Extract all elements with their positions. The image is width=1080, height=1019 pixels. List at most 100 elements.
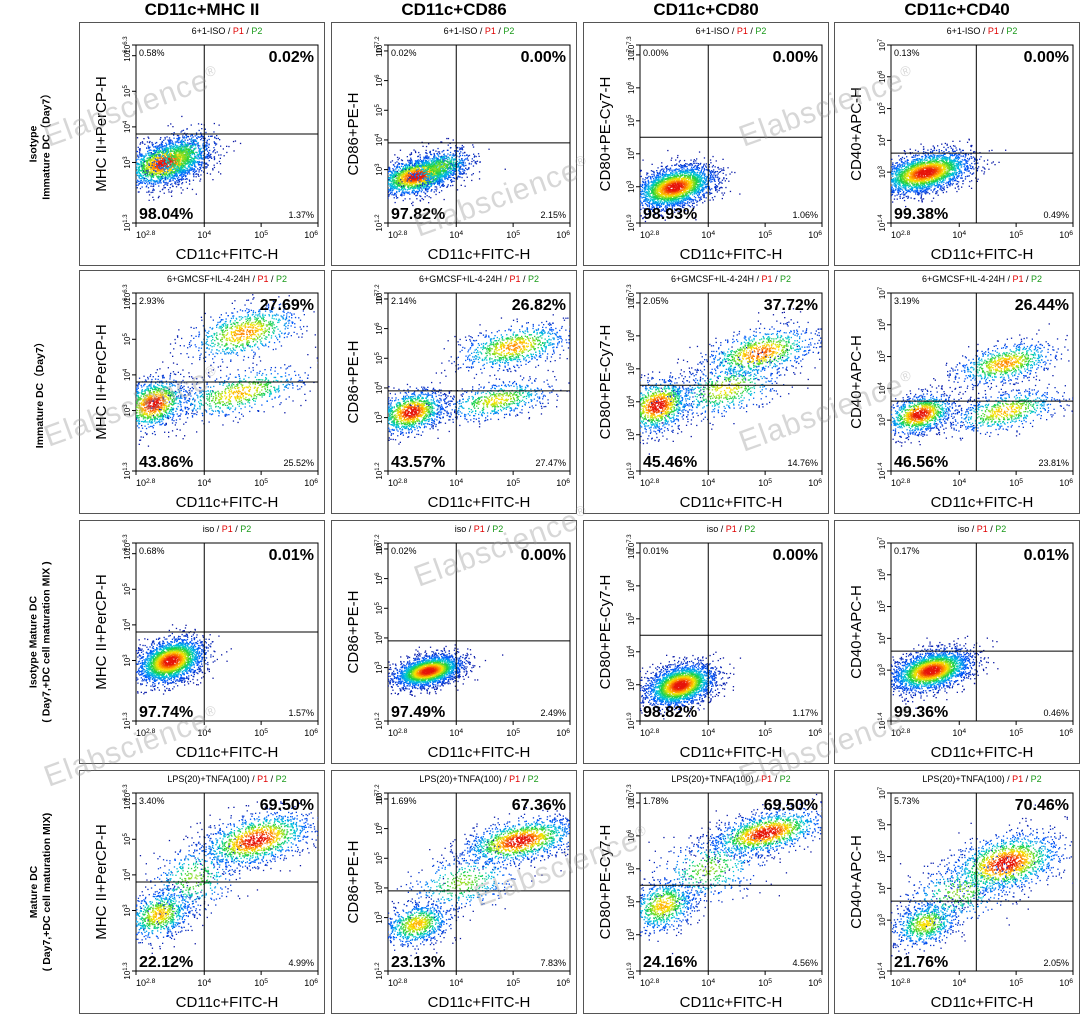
event-dot xyxy=(212,179,213,180)
event-dot xyxy=(360,183,361,184)
event-dot xyxy=(194,160,195,161)
event-dot xyxy=(426,160,427,161)
event-dot xyxy=(433,150,434,151)
event-dot xyxy=(142,155,143,156)
event-dot xyxy=(128,176,129,177)
quadrant-lower-left: 98.04% xyxy=(139,206,193,223)
event-dot xyxy=(418,175,419,176)
event-dot xyxy=(185,179,186,180)
event-dot xyxy=(147,153,148,154)
event-dot xyxy=(423,160,424,161)
event-dot xyxy=(171,166,172,167)
event-dot xyxy=(140,174,141,175)
event-dot xyxy=(201,170,202,171)
event-dot xyxy=(431,172,432,173)
event-dot xyxy=(412,191,413,192)
event-dot xyxy=(187,142,188,143)
event-dot xyxy=(182,154,183,155)
event-dot xyxy=(194,164,195,165)
event-dot xyxy=(205,166,206,167)
event-dot xyxy=(182,172,183,173)
event-dot xyxy=(417,192,418,193)
event-dot xyxy=(161,152,162,153)
event-dot xyxy=(217,151,218,152)
event-dot xyxy=(183,130,184,131)
event-dot xyxy=(141,167,142,168)
event-dot xyxy=(139,170,140,171)
event-dot xyxy=(165,182,166,183)
event-dot xyxy=(420,187,421,188)
event-dot xyxy=(170,123,171,124)
event-dot xyxy=(383,183,384,184)
event-dot xyxy=(185,166,186,167)
event-dot xyxy=(149,174,150,175)
event-dot xyxy=(149,194,150,195)
event-dot xyxy=(177,159,178,160)
event-dot xyxy=(420,157,421,158)
event-dot xyxy=(371,184,372,185)
event-dot xyxy=(190,139,191,140)
event-dot xyxy=(461,177,462,178)
event-dot xyxy=(425,193,426,194)
event-dot xyxy=(381,181,382,182)
event-dot xyxy=(220,163,221,164)
event-dot xyxy=(371,183,372,184)
event-dot xyxy=(363,195,364,196)
event-dot xyxy=(191,124,192,125)
event-dot xyxy=(128,170,129,171)
sample-title: 6+1-ISO / P1 / P2 xyxy=(192,26,263,36)
event-dot xyxy=(137,156,138,157)
event-dot xyxy=(384,187,385,188)
event-dot xyxy=(216,138,217,139)
event-dot xyxy=(182,152,183,153)
event-dot xyxy=(209,144,210,145)
sample-title: 6+1-ISO / P1 / P2 xyxy=(444,26,515,36)
event-dot xyxy=(173,156,174,157)
event-dot xyxy=(415,192,416,193)
event-dot xyxy=(452,181,453,182)
event-dot xyxy=(166,136,167,137)
event-dot xyxy=(435,151,436,152)
event-dot xyxy=(431,190,432,191)
event-dot xyxy=(381,199,382,200)
event-dot xyxy=(411,152,412,153)
event-dot xyxy=(205,144,206,145)
event-dot xyxy=(214,141,215,142)
event-dot xyxy=(151,177,152,178)
event-dot xyxy=(404,188,405,189)
event-dot xyxy=(184,165,185,166)
event-dot xyxy=(442,151,443,152)
event-dot xyxy=(412,183,413,184)
event-dot xyxy=(176,160,177,161)
event-dot xyxy=(144,172,145,173)
event-dot xyxy=(140,188,141,189)
event-dot xyxy=(379,195,380,196)
event-dot xyxy=(164,187,165,188)
event-dot xyxy=(189,180,190,181)
event-dot xyxy=(199,180,200,181)
event-dot xyxy=(177,135,178,136)
event-dot xyxy=(139,153,140,154)
event-dot xyxy=(184,142,185,143)
event-dot xyxy=(158,185,159,186)
event-dot xyxy=(153,199,154,200)
event-dot xyxy=(449,170,450,171)
event-dot xyxy=(160,158,161,159)
event-dot xyxy=(169,163,170,164)
event-dot xyxy=(364,187,365,188)
event-dot xyxy=(410,154,411,155)
event-dot xyxy=(170,171,171,172)
event-dot xyxy=(452,172,453,173)
event-dot xyxy=(179,154,180,155)
event-dot xyxy=(383,187,384,188)
event-dot xyxy=(212,169,213,170)
event-dot xyxy=(385,178,386,179)
event-dot xyxy=(173,135,174,136)
event-dot xyxy=(220,158,221,159)
event-dot xyxy=(185,170,186,171)
event-dot xyxy=(134,178,135,179)
event-dot xyxy=(128,153,129,154)
x-tick-label: 106 xyxy=(304,230,318,240)
event-dot xyxy=(433,175,434,176)
event-dot xyxy=(419,183,420,184)
